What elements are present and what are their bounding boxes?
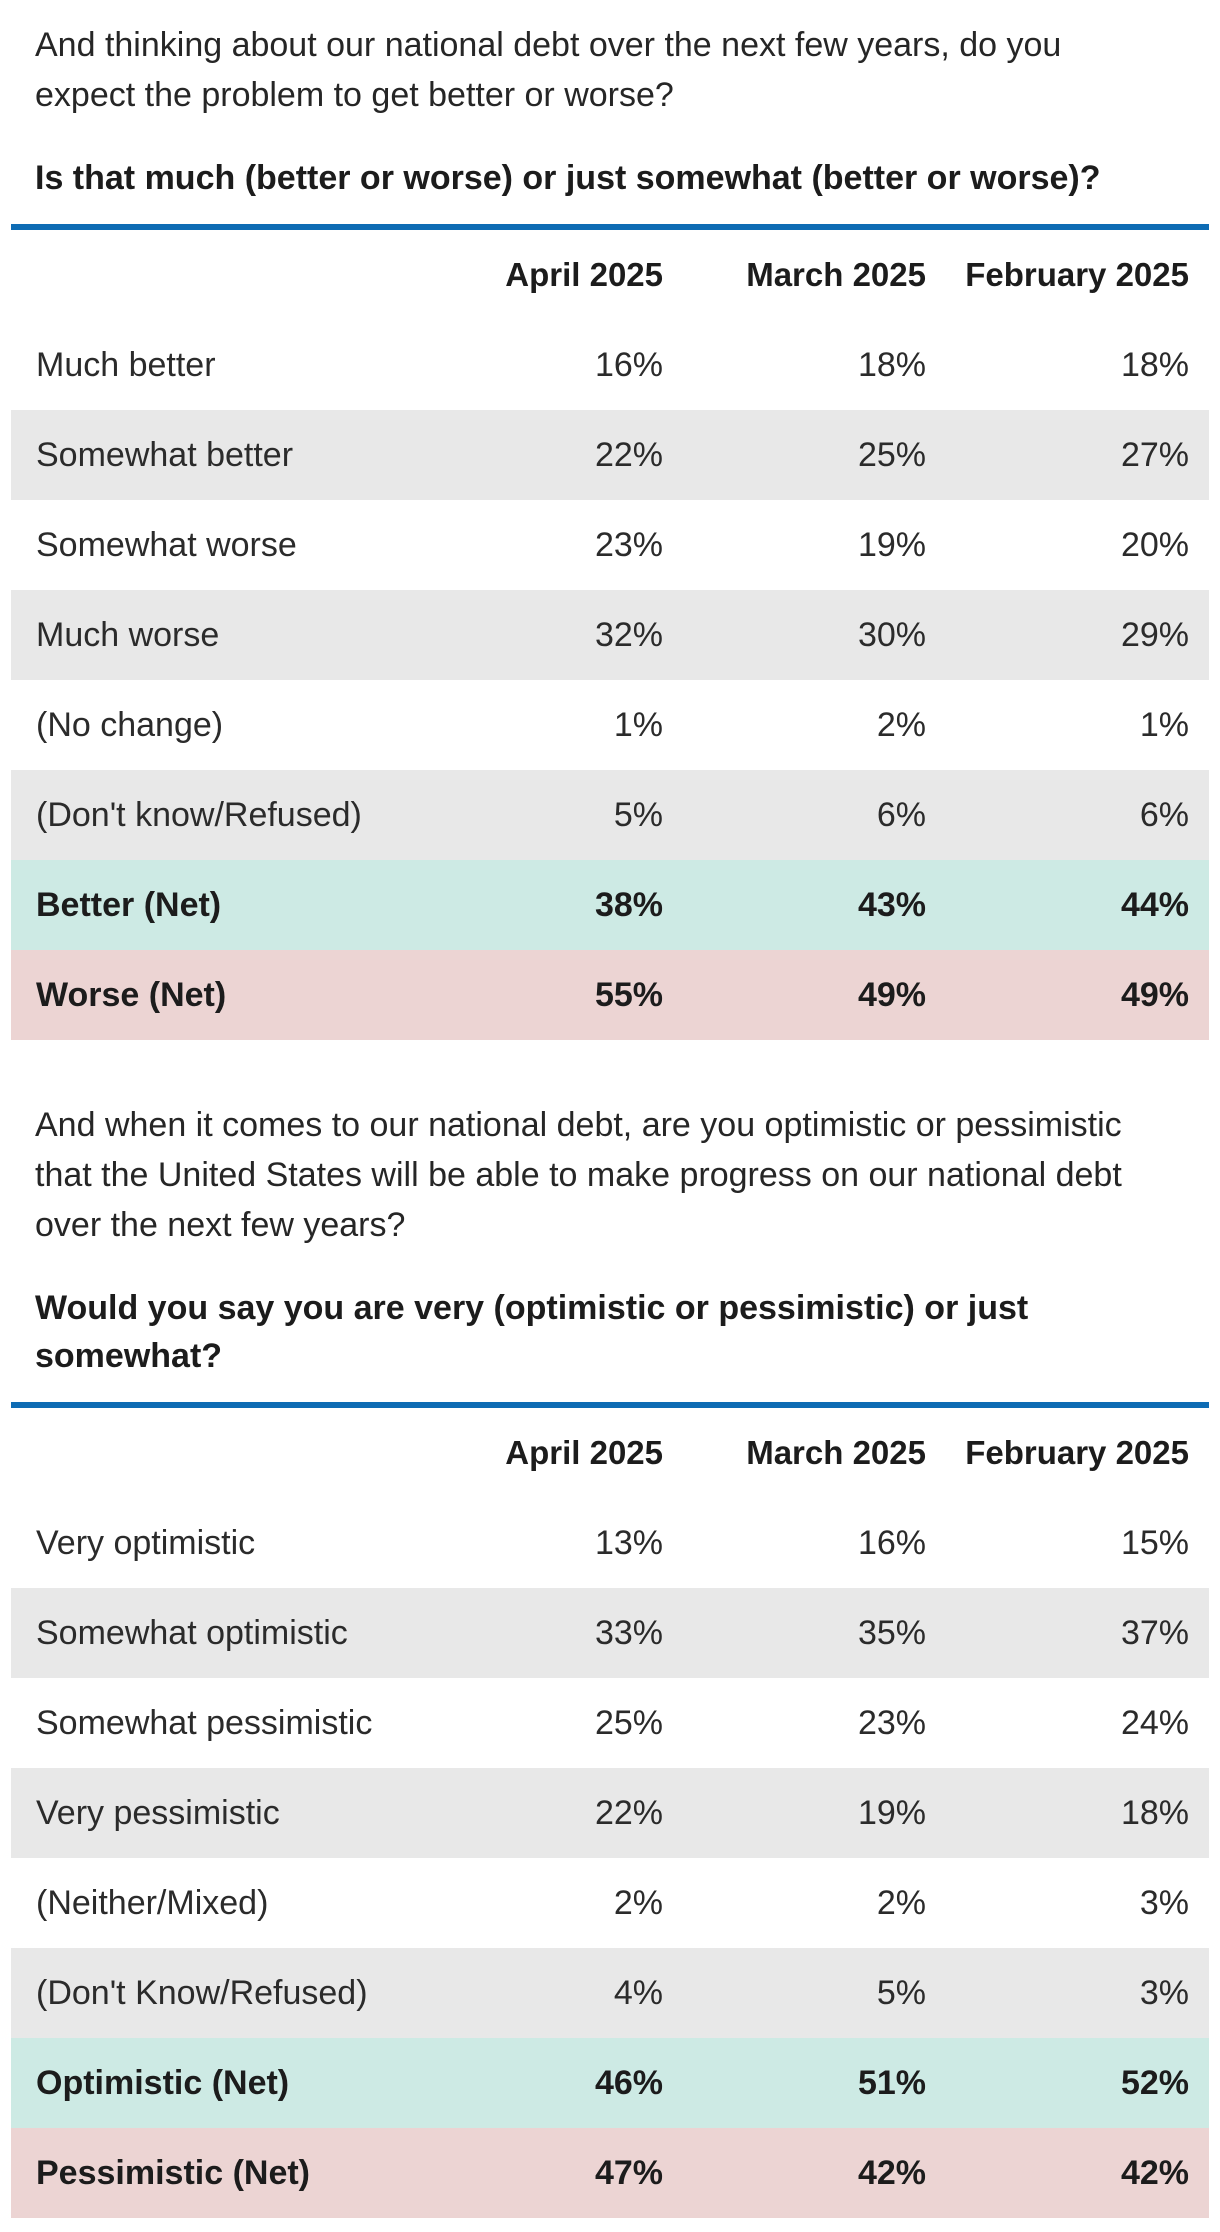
table-row: (No change) 1% 2% 1% [11,680,1209,770]
table-row-pessimistic-net: Pessimistic (Net) 47% 42% 42% [11,2128,1209,2218]
row-value: 32% [594,615,663,654]
row-value: 2% [613,1883,663,1922]
table-row: (Neither/Mixed) 2% 2% 3% [11,1858,1209,1948]
row-value: 5% [613,795,663,834]
row-label: Somewhat pessimistic [36,1703,373,1742]
row-label: Very pessimistic [36,1793,280,1832]
row-value: 6% [1139,795,1189,834]
row-value: 33% [594,1613,663,1652]
table-row-better-net: Better (Net) 38% 43% 44% [11,860,1209,950]
table-header-row: April 2025 March 2025 February 2025 [11,230,1209,320]
column-header-february-2025: February 2025 [965,1434,1189,1471]
row-value: 18% [857,345,926,384]
table-row-worse-net: Worse (Net) 55% 49% 49% [11,950,1209,1040]
row-value: 42% [1120,2153,1189,2192]
table-row-optimistic-net: Optimistic (Net) 46% 51% 52% [11,2038,1209,2128]
row-label: (No change) [36,705,224,744]
row-value: 19% [857,1793,926,1832]
row-label: Pessimistic (Net) [36,2153,310,2192]
row-value: 27% [1120,435,1189,474]
row-value: 23% [857,1703,926,1742]
row-label: Worse (Net) [36,975,227,1014]
question-text-2: And when it comes to our national debt, … [35,1106,1122,1244]
row-value: 42% [857,2153,926,2192]
row-value: 55% [594,975,663,1014]
row-value: 46% [594,2063,663,2102]
row-value: 3% [1139,1883,1189,1922]
row-value: 44% [1120,885,1189,924]
row-label: Better (Net) [36,885,222,924]
row-value: 4% [613,1973,663,2012]
row-value: 16% [857,1523,926,1562]
debt-better-worse-section: And thinking about our national debt ove… [11,20,1209,1040]
row-label: Somewhat worse [36,525,297,564]
table-row: Somewhat pessimistic 25% 23% 24% [11,1678,1209,1768]
table-row: Very optimistic 13% 16% 15% [11,1498,1209,1588]
row-value: 2% [876,705,926,744]
row-label: Somewhat optimistic [36,1613,348,1652]
row-label: Somewhat better [36,435,294,474]
row-value: 22% [594,435,663,474]
debt-optimism-section: And when it comes to our national debt, … [11,1100,1209,2218]
row-value: 24% [1120,1703,1189,1742]
row-value: 18% [1120,345,1189,384]
row-value: 22% [594,1793,663,1832]
row-value: 49% [857,975,926,1014]
row-value: 2% [876,1883,926,1922]
row-value: 20% [1120,525,1189,564]
row-label: Very optimistic [36,1523,256,1562]
row-value: 25% [594,1703,663,1742]
row-value: 3% [1139,1973,1189,2012]
results-table-optimism: April 2025 March 2025 February 2025 Very… [11,1402,1209,2218]
column-header-april-2025: April 2025 [505,256,663,293]
results-table-better-worse: April 2025 March 2025 February 2025 Much… [11,224,1209,1040]
row-value: 52% [1120,2063,1189,2102]
row-value: 51% [857,2063,926,2102]
table-row: (Don't know/Refused) 5% 6% 6% [11,770,1209,860]
row-value: 38% [594,885,663,924]
row-label: Optimistic (Net) [36,2063,290,2102]
row-value: 25% [857,435,926,474]
row-value: 19% [857,525,926,564]
table-header-row: April 2025 March 2025 February 2025 [11,1408,1209,1498]
subquestion-text-2: Would you say you are very (optimistic o… [35,1289,1029,1375]
table-row: Somewhat better 22% 25% 27% [11,410,1209,500]
column-header-february-2025: February 2025 [965,256,1189,293]
row-value: 35% [857,1613,926,1652]
row-value: 49% [1120,975,1189,1014]
column-header-march-2025: March 2025 [746,256,926,293]
row-value: 47% [594,2153,663,2192]
question-text-1: And thinking about our national debt ove… [35,26,1062,114]
row-value: 37% [1120,1613,1189,1652]
row-label: Much worse [36,615,220,654]
row-value: 1% [613,705,663,744]
table-row: Much better 16% 18% 18% [11,320,1209,410]
column-header-march-2025: March 2025 [746,1434,926,1471]
row-value: 18% [1120,1793,1189,1832]
table-row: Somewhat worse 23% 19% 20% [11,500,1209,590]
column-header-april-2025: April 2025 [505,1434,663,1471]
table-row: (Don't Know/Refused) 4% 5% 3% [11,1948,1209,2038]
row-value: 13% [594,1523,663,1562]
row-value: 1% [1139,705,1189,744]
subquestion-text-1: Is that much (better or worse) or just s… [35,159,1101,197]
row-label: Much better [36,345,216,384]
row-value: 29% [1120,615,1189,654]
row-label: (Don't know/Refused) [36,795,362,834]
row-value: 6% [876,795,926,834]
row-label: (Neither/Mixed) [36,1883,269,1922]
table-row: Somewhat optimistic 33% 35% 37% [11,1588,1209,1678]
row-value: 16% [594,345,663,384]
row-label: (Don't Know/Refused) [36,1973,368,2012]
row-value: 5% [876,1973,926,2012]
table-row: Very pessimistic 22% 19% 18% [11,1768,1209,1858]
row-value: 23% [594,525,663,564]
row-value: 15% [1120,1523,1189,1562]
row-value: 30% [857,615,926,654]
row-value: 43% [857,885,926,924]
table-row: Much worse 32% 30% 29% [11,590,1209,680]
